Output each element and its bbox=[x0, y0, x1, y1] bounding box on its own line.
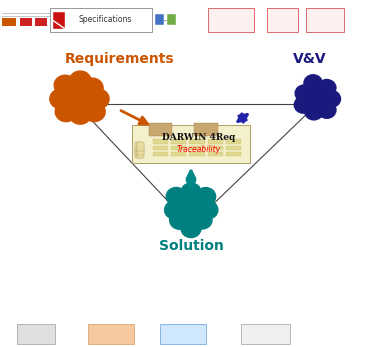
Circle shape bbox=[81, 78, 103, 98]
Bar bbox=[208, 139, 223, 144]
Bar bbox=[171, 146, 186, 150]
Circle shape bbox=[166, 187, 186, 205]
Bar bbox=[153, 146, 168, 150]
Circle shape bbox=[181, 183, 201, 201]
Text: V&V: V&V bbox=[293, 52, 326, 66]
Bar bbox=[306, 8, 344, 32]
Bar bbox=[20, 18, 32, 26]
Circle shape bbox=[198, 201, 218, 219]
Bar bbox=[226, 139, 241, 144]
Text: Specifications: Specifications bbox=[78, 15, 132, 24]
FancyBboxPatch shape bbox=[137, 145, 144, 155]
Circle shape bbox=[87, 89, 109, 109]
Circle shape bbox=[318, 79, 336, 96]
Bar bbox=[88, 324, 134, 344]
Bar bbox=[17, 324, 55, 344]
Bar bbox=[189, 146, 205, 150]
Bar bbox=[171, 152, 186, 156]
FancyBboxPatch shape bbox=[155, 14, 164, 25]
Bar bbox=[208, 8, 254, 32]
Circle shape bbox=[322, 91, 340, 107]
Bar bbox=[153, 152, 168, 156]
Circle shape bbox=[178, 198, 203, 221]
Bar bbox=[2, 18, 16, 26]
Circle shape bbox=[83, 102, 105, 121]
FancyBboxPatch shape bbox=[149, 123, 172, 136]
Bar bbox=[189, 152, 205, 156]
Circle shape bbox=[55, 102, 77, 121]
Circle shape bbox=[50, 89, 72, 109]
FancyBboxPatch shape bbox=[50, 8, 152, 32]
FancyBboxPatch shape bbox=[135, 142, 142, 151]
Circle shape bbox=[170, 211, 189, 229]
FancyBboxPatch shape bbox=[167, 14, 176, 25]
Bar bbox=[267, 8, 298, 32]
Circle shape bbox=[192, 211, 212, 229]
Circle shape bbox=[66, 86, 94, 111]
Bar bbox=[208, 146, 223, 150]
Circle shape bbox=[69, 71, 91, 91]
FancyBboxPatch shape bbox=[137, 142, 144, 151]
Circle shape bbox=[165, 201, 185, 219]
FancyBboxPatch shape bbox=[132, 125, 250, 163]
Bar bbox=[208, 152, 223, 156]
Bar bbox=[226, 146, 241, 150]
Circle shape bbox=[196, 188, 215, 206]
Bar bbox=[53, 12, 65, 29]
Bar bbox=[189, 139, 205, 144]
Circle shape bbox=[54, 75, 76, 95]
Circle shape bbox=[181, 220, 201, 238]
FancyBboxPatch shape bbox=[135, 149, 142, 158]
Circle shape bbox=[294, 96, 312, 113]
Text: Traceability: Traceability bbox=[176, 145, 221, 154]
Circle shape bbox=[306, 88, 329, 109]
Circle shape bbox=[305, 103, 323, 120]
Circle shape bbox=[304, 75, 322, 91]
FancyBboxPatch shape bbox=[135, 145, 142, 155]
Bar bbox=[241, 324, 290, 344]
Bar bbox=[171, 139, 186, 144]
Text: Solution: Solution bbox=[159, 239, 223, 253]
Circle shape bbox=[69, 104, 91, 124]
Circle shape bbox=[295, 85, 313, 102]
Circle shape bbox=[318, 102, 336, 118]
FancyBboxPatch shape bbox=[137, 149, 144, 158]
Bar bbox=[226, 152, 241, 156]
Bar bbox=[160, 324, 206, 344]
Bar bbox=[35, 18, 47, 26]
Bar bbox=[153, 139, 168, 144]
Text: DARWIN 4Req: DARWIN 4Req bbox=[162, 133, 235, 142]
FancyBboxPatch shape bbox=[194, 123, 218, 136]
Text: Requirements: Requirements bbox=[65, 52, 175, 66]
